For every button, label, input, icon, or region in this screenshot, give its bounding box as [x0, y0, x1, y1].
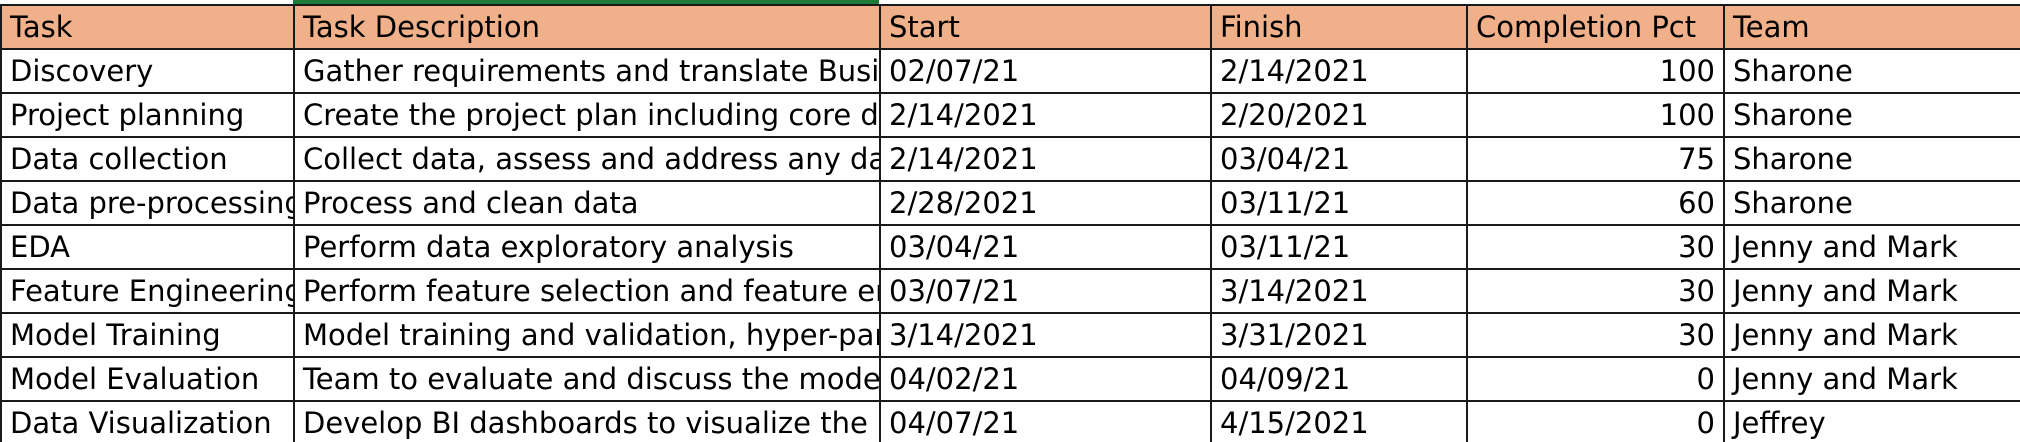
header-cell-team[interactable]: Team — [1723, 4, 2020, 50]
cell-team[interactable]: Sharone — [1723, 136, 2020, 182]
header-cell-start[interactable]: Start — [879, 4, 1212, 50]
cell-completion[interactable]: 0 — [1466, 356, 1725, 402]
cell-task[interactable]: Data pre-processing — [0, 180, 295, 226]
cell-description[interactable]: Process and clean data — [293, 180, 881, 226]
cell-description[interactable]: Perform data exploratory analysis — [293, 224, 881, 270]
cell-start[interactable]: 2/14/2021 — [879, 136, 1212, 182]
cell-completion[interactable]: 100 — [1466, 48, 1725, 94]
table-row: Project planning Create the project plan… — [0, 92, 2020, 138]
cell-start[interactable]: 02/07/21 — [879, 48, 1212, 94]
cell-task[interactable]: Model Training — [0, 312, 295, 358]
cell-task[interactable]: Discovery — [0, 48, 295, 94]
header-cell-finish[interactable]: Finish — [1210, 4, 1468, 50]
cell-description[interactable]: Team to evaluate and discuss the model p — [293, 356, 881, 402]
table-row: Model Training Model training and valida… — [0, 312, 2020, 358]
cell-team[interactable]: Jenny and Mark — [1723, 224, 2020, 270]
cell-description[interactable]: Collect data, assess and address any dat… — [293, 136, 881, 182]
cell-finish[interactable]: 3/14/2021 — [1210, 268, 1468, 314]
cell-task[interactable]: Data Visualization — [0, 400, 295, 442]
cell-completion[interactable]: 0 — [1466, 400, 1725, 442]
header-row: Task Task Description Start Finish Compl… — [0, 4, 2020, 50]
cell-finish[interactable]: 3/31/2021 — [1210, 312, 1468, 358]
cell-finish[interactable]: 4/15/2021 — [1210, 400, 1468, 442]
cell-description[interactable]: Perform feature selection and feature en… — [293, 268, 881, 314]
table-row: EDA Perform data exploratory analysis 03… — [0, 224, 2020, 270]
cell-completion[interactable]: 30 — [1466, 312, 1725, 358]
cell-finish[interactable]: 04/09/21 — [1210, 356, 1468, 402]
cell-completion[interactable]: 30 — [1466, 268, 1725, 314]
cell-team[interactable]: Sharone — [1723, 180, 2020, 226]
cell-task[interactable]: Model Evaluation — [0, 356, 295, 402]
cell-completion[interactable]: 60 — [1466, 180, 1725, 226]
cell-finish[interactable]: 2/20/2021 — [1210, 92, 1468, 138]
table-row: Discovery Gather requirements and transl… — [0, 48, 2020, 94]
cell-finish[interactable]: 03/04/21 — [1210, 136, 1468, 182]
table-row: Data collection Collect data, assess and… — [0, 136, 2020, 182]
table-row: Feature Engineering Perform feature sele… — [0, 268, 2020, 314]
cell-task[interactable]: EDA — [0, 224, 295, 270]
task-table: Task Task Description Start Finish Compl… — [0, 4, 2020, 442]
cell-description[interactable]: Develop BI dashboards to visualize the m… — [293, 400, 881, 442]
cell-description[interactable]: Model training and validation, hyper-par… — [293, 312, 881, 358]
cell-description[interactable]: Create the project plan including core d… — [293, 92, 881, 138]
cell-team[interactable]: Jenny and Mark — [1723, 312, 2020, 358]
cell-finish[interactable]: 2/14/2021 — [1210, 48, 1468, 94]
cell-team[interactable]: Sharone — [1723, 92, 2020, 138]
cell-team[interactable]: Sharone — [1723, 48, 2020, 94]
cell-finish[interactable]: 03/11/21 — [1210, 180, 1468, 226]
cell-completion[interactable]: 100 — [1466, 92, 1725, 138]
cell-task[interactable]: Feature Engineering — [0, 268, 295, 314]
cell-description[interactable]: Gather requirements and translate Busine — [293, 48, 881, 94]
cell-start[interactable]: 03/07/21 — [879, 268, 1212, 314]
cell-team[interactable]: Jeffrey — [1723, 400, 2020, 442]
cell-start[interactable]: 2/14/2021 — [879, 92, 1212, 138]
cell-start[interactable]: 04/07/21 — [879, 400, 1212, 442]
cell-completion[interactable]: 75 — [1466, 136, 1725, 182]
cell-task[interactable]: Project planning — [0, 92, 295, 138]
cell-start[interactable]: 2/28/2021 — [879, 180, 1212, 226]
header-cell-task[interactable]: Task — [0, 4, 295, 50]
table-row: Data Visualization Develop BI dashboards… — [0, 400, 2020, 442]
header-cell-completion[interactable]: Completion Pct — [1466, 4, 1725, 50]
cell-task[interactable]: Data collection — [0, 136, 295, 182]
table-row: Model Evaluation Team to evaluate and di… — [0, 356, 2020, 402]
cell-start[interactable]: 04/02/21 — [879, 356, 1212, 402]
cell-team[interactable]: Jenny and Mark — [1723, 356, 2020, 402]
cell-start[interactable]: 3/14/2021 — [879, 312, 1212, 358]
cell-team[interactable]: Jenny and Mark — [1723, 268, 2020, 314]
cell-completion[interactable]: 30 — [1466, 224, 1725, 270]
table-row: Data pre-processing Process and clean da… — [0, 180, 2020, 226]
cell-start[interactable]: 03/04/21 — [879, 224, 1212, 270]
cell-finish[interactable]: 03/11/21 — [1210, 224, 1468, 270]
header-cell-description[interactable]: Task Description — [293, 4, 881, 50]
